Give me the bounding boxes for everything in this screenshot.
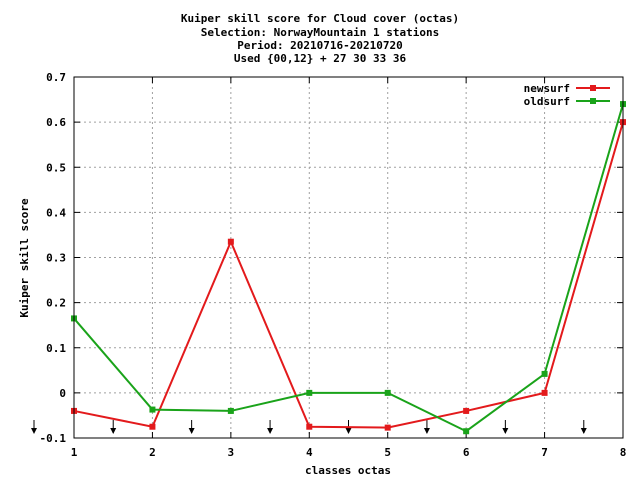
x-tick-label: 5 <box>384 446 391 459</box>
y-tick-label: 0 <box>59 387 66 400</box>
legend-label-newsurf: newsurf <box>524 82 570 95</box>
down-arrow-icon <box>188 420 195 434</box>
legend-marker-oldsurf <box>590 98 596 104</box>
x-tick-label: 8 <box>620 446 627 459</box>
data-point-newsurf <box>306 423 313 430</box>
arrow-marker-layer <box>31 420 587 434</box>
down-arrow-head <box>580 428 587 434</box>
x-tick-label: 1 <box>71 446 78 459</box>
down-arrow-icon <box>580 420 587 434</box>
data-point-oldsurf <box>541 370 548 377</box>
down-arrow-head <box>188 428 195 434</box>
y-tick-label: 0.7 <box>46 71 66 84</box>
plot-frame <box>73 76 624 439</box>
legend-marker-newsurf <box>590 85 596 91</box>
x-tick-label: 4 <box>306 446 313 459</box>
series-line-newsurf <box>73 121 624 429</box>
down-arrow-head <box>267 428 274 434</box>
data-point-newsurf <box>463 407 470 414</box>
y-tick-label: 0.4 <box>46 206 66 219</box>
chart-title-line: Period: 20210716-20210720 <box>237 39 403 52</box>
x-tick-label: 2 <box>149 446 156 459</box>
tick-layer: 1 2 3 4 5 6 7 8 -0.1 0 0.1 0.2 0.3 0.4 0.5 0.6 0.7 <box>40 71 627 459</box>
down-arrow-head <box>345 428 352 434</box>
chart-title-line: Used {00,12} + 27 30 33 36 <box>234 52 407 65</box>
data-point-newsurf <box>227 238 234 245</box>
x-tick-label: 7 <box>541 446 548 459</box>
y-tick-label: 0.5 <box>46 161 66 174</box>
data-point-oldsurf <box>384 389 391 396</box>
series-layer <box>71 101 626 435</box>
y-tick-label: 0.3 <box>46 252 66 265</box>
down-arrow-icon <box>267 420 274 434</box>
down-arrow-icon <box>502 420 509 434</box>
data-point-oldsurf <box>149 406 156 413</box>
y-tick-label: 0.2 <box>46 297 66 310</box>
data-point-oldsurf <box>227 407 234 414</box>
down-arrow-head <box>31 428 37 434</box>
down-arrow-icon <box>31 420 37 434</box>
y-tick-label: 0.6 <box>46 116 66 129</box>
data-point-newsurf <box>149 423 156 430</box>
data-point-newsurf <box>384 424 391 431</box>
x-tick-label: 3 <box>228 446 235 459</box>
y-tick-label: 0.1 <box>46 342 66 355</box>
down-arrow-head <box>423 428 430 434</box>
data-point-oldsurf <box>306 389 313 396</box>
series-line-oldsurf <box>73 103 624 433</box>
down-arrow-head <box>502 428 509 434</box>
x-axis-label: classes octas <box>305 464 391 477</box>
x-tick-label: 6 <box>463 446 470 459</box>
chart-title-line: Selection: NorwayMountain 1 stations <box>201 26 439 39</box>
y-axis-label: Kuiper skill score <box>18 198 31 318</box>
chart-title: Kuiper skill score for Cloud cover (octa… <box>181 12 459 65</box>
data-point-oldsurf <box>463 428 470 435</box>
chart-title-line: Kuiper skill score for Cloud cover (octa… <box>181 12 459 25</box>
legend-label-oldsurf: oldsurf <box>524 95 570 108</box>
data-point-newsurf <box>541 389 548 396</box>
down-arrow-icon <box>110 420 117 434</box>
grid-layer <box>74 77 623 438</box>
down-arrow-head <box>110 428 117 434</box>
down-arrow-icon <box>423 420 430 434</box>
y-tick-label: -0.1 <box>40 432 67 445</box>
